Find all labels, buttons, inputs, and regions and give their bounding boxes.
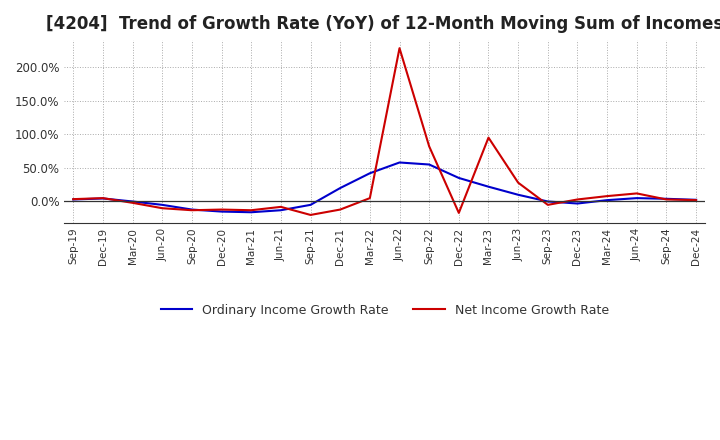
Net Income Growth Rate	[692, 198, 701, 203]
Net Income Growth Rate	[484, 135, 492, 140]
Net Income Growth Rate	[366, 195, 374, 201]
Ordinary Income Growth Rate	[276, 208, 285, 213]
Net Income Growth Rate	[276, 204, 285, 209]
Ordinary Income Growth Rate	[484, 184, 492, 189]
Ordinary Income Growth Rate	[632, 195, 641, 201]
Net Income Growth Rate	[128, 200, 137, 205]
Line: Net Income Growth Rate: Net Income Growth Rate	[73, 48, 696, 215]
Legend: Ordinary Income Growth Rate, Net Income Growth Rate: Ordinary Income Growth Rate, Net Income …	[156, 299, 613, 322]
Net Income Growth Rate	[69, 197, 78, 202]
Ordinary Income Growth Rate	[662, 196, 671, 202]
Net Income Growth Rate	[99, 195, 107, 201]
Net Income Growth Rate	[395, 46, 404, 51]
Net Income Growth Rate	[454, 210, 463, 216]
Ordinary Income Growth Rate	[425, 162, 433, 167]
Ordinary Income Growth Rate	[99, 196, 107, 201]
Net Income Growth Rate	[336, 207, 344, 212]
Ordinary Income Growth Rate	[395, 160, 404, 165]
Net Income Growth Rate	[544, 202, 552, 208]
Ordinary Income Growth Rate	[366, 171, 374, 176]
Net Income Growth Rate	[662, 197, 671, 202]
Net Income Growth Rate	[573, 197, 582, 202]
Ordinary Income Growth Rate	[603, 198, 611, 203]
Ordinary Income Growth Rate	[544, 199, 552, 204]
Net Income Growth Rate	[425, 144, 433, 149]
Ordinary Income Growth Rate	[188, 207, 197, 212]
Net Income Growth Rate	[217, 207, 226, 212]
Ordinary Income Growth Rate	[158, 202, 166, 208]
Ordinary Income Growth Rate	[692, 197, 701, 202]
Ordinary Income Growth Rate	[573, 201, 582, 206]
Ordinary Income Growth Rate	[247, 209, 256, 215]
Title: [4204]  Trend of Growth Rate (YoY) of 12-Month Moving Sum of Incomes: [4204] Trend of Growth Rate (YoY) of 12-…	[46, 15, 720, 33]
Ordinary Income Growth Rate	[336, 185, 344, 191]
Ordinary Income Growth Rate	[217, 209, 226, 214]
Net Income Growth Rate	[514, 180, 523, 185]
Net Income Growth Rate	[632, 191, 641, 196]
Net Income Growth Rate	[603, 194, 611, 199]
Ordinary Income Growth Rate	[69, 197, 78, 202]
Net Income Growth Rate	[306, 212, 315, 217]
Net Income Growth Rate	[188, 208, 197, 213]
Net Income Growth Rate	[158, 205, 166, 211]
Net Income Growth Rate	[247, 208, 256, 213]
Line: Ordinary Income Growth Rate: Ordinary Income Growth Rate	[73, 162, 696, 212]
Ordinary Income Growth Rate	[454, 175, 463, 180]
Ordinary Income Growth Rate	[128, 199, 137, 204]
Ordinary Income Growth Rate	[306, 202, 315, 208]
Ordinary Income Growth Rate	[514, 192, 523, 198]
